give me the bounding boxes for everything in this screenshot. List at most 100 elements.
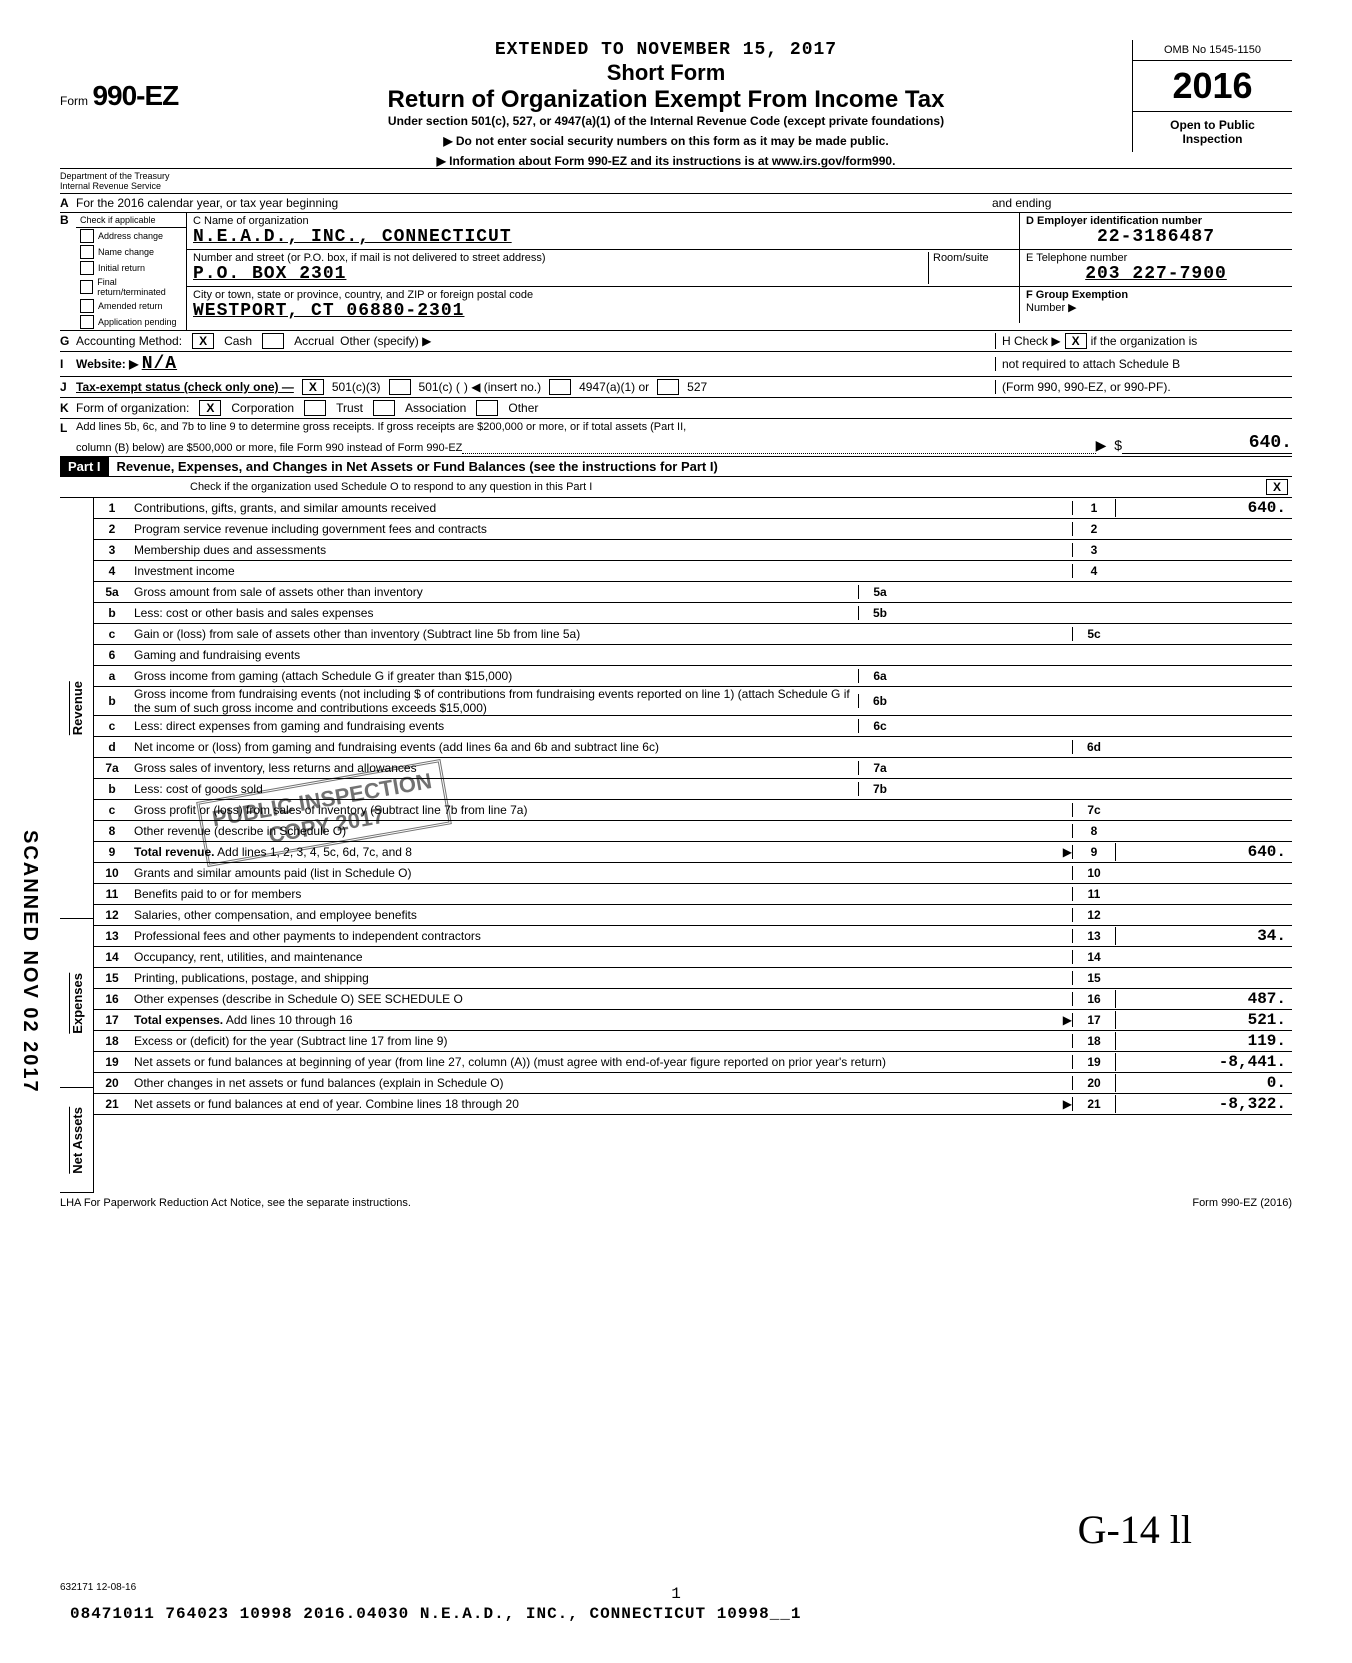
netassets-label: Net Assets bbox=[69, 1107, 85, 1174]
lines-container: 1Contributions, gifts, grants, and simil… bbox=[94, 498, 1292, 1193]
assoc-checkbox[interactable] bbox=[373, 400, 395, 416]
501c-label: 501(c) ( bbox=[419, 380, 460, 394]
part1-checkbox[interactable]: X bbox=[1266, 479, 1288, 495]
warning-1: ▶ Do not enter social security numbers o… bbox=[208, 134, 1124, 148]
mid-line-number: 5a bbox=[858, 585, 901, 599]
website-value: N/A bbox=[142, 354, 177, 374]
letter-k: K bbox=[60, 401, 76, 415]
line-description: Net assets or fund balances at end of ye… bbox=[130, 1097, 1072, 1111]
line-amount: 640. bbox=[1115, 843, 1292, 861]
check-applicable-box[interactable] bbox=[80, 280, 93, 294]
right-line-number: 16 bbox=[1072, 992, 1115, 1006]
line-description: Contributions, gifts, grants, and simila… bbox=[130, 501, 1072, 515]
line-number: 19 bbox=[94, 1055, 130, 1069]
other-label: Other (specify) ▶ bbox=[340, 334, 431, 348]
addr-label: Number and street (or P.O. box, if mail … bbox=[193, 252, 928, 264]
trust-checkbox[interactable] bbox=[304, 400, 326, 416]
table-row: cLess: direct expenses from gaming and f… bbox=[94, 716, 1292, 737]
line-number: 21 bbox=[94, 1097, 130, 1111]
table-row: 15Printing, publications, postage, and s… bbox=[94, 968, 1292, 989]
k-label: Form of organization: bbox=[76, 401, 189, 415]
table-row: 4Investment income4 bbox=[94, 561, 1292, 582]
check-applicable-box[interactable] bbox=[80, 315, 94, 329]
line-description: Other revenue (describe in Schedule O) bbox=[130, 824, 1072, 838]
room-label: Room/suite bbox=[933, 252, 1013, 264]
right-line-number: 7c bbox=[1072, 803, 1115, 817]
line-amount: 34. bbox=[1115, 927, 1292, 945]
h-checkbox[interactable]: X bbox=[1065, 333, 1087, 349]
cash-label: Cash bbox=[224, 334, 252, 348]
right-line-number: 10 bbox=[1072, 866, 1115, 880]
line-description: Gaming and fundraising events bbox=[130, 648, 1072, 662]
scanned-stamp: SCANNED NOV 02 2017 bbox=[18, 830, 41, 1094]
page-number: 1 bbox=[671, 1585, 681, 1603]
e-label: E Telephone number bbox=[1026, 252, 1286, 264]
table-row: bLess: cost or other basis and sales exp… bbox=[94, 603, 1292, 624]
accrual-checkbox[interactable] bbox=[262, 333, 284, 349]
line-number: 12 bbox=[94, 908, 130, 922]
check-applicable-box[interactable] bbox=[80, 245, 94, 259]
check-applicable-box[interactable] bbox=[80, 261, 94, 275]
assoc-label: Association bbox=[405, 401, 466, 415]
cash-checkbox[interactable]: X bbox=[192, 333, 214, 349]
table-row: bGross income from fundraising events (n… bbox=[94, 687, 1292, 716]
corp-checkbox[interactable]: X bbox=[199, 400, 221, 416]
line-description: Printing, publications, postage, and shi… bbox=[130, 971, 1072, 985]
line-number: b bbox=[94, 782, 130, 796]
d-label: D Employer identification number bbox=[1026, 215, 1286, 227]
line-c-name: C Name of organization N.E.A.D., INC., C… bbox=[187, 213, 1292, 250]
line-number: 2 bbox=[94, 522, 130, 536]
line-number: 1 bbox=[94, 501, 130, 515]
line-number: a bbox=[94, 669, 130, 683]
line-description: Program service revenue including govern… bbox=[130, 522, 1072, 536]
table-row: 21Net assets or fund balances at end of … bbox=[94, 1094, 1292, 1115]
letter-l: L bbox=[60, 421, 76, 454]
check-applicable-label: Amended return bbox=[98, 301, 163, 311]
other-org-checkbox[interactable] bbox=[476, 400, 498, 416]
dept-row: Department of the Treasury Internal Reve… bbox=[60, 169, 1292, 194]
line-number: 3 bbox=[94, 543, 130, 557]
check-if-label: Check if applicable bbox=[76, 213, 186, 228]
line-number: 16 bbox=[94, 992, 130, 1006]
letter-b: B bbox=[60, 213, 76, 330]
h-label1: H Check ▶ bbox=[1002, 334, 1061, 348]
right-line-number: 19 bbox=[1072, 1055, 1115, 1069]
check-applicable-box[interactable] bbox=[80, 299, 94, 313]
right-line-number: 14 bbox=[1072, 950, 1115, 964]
right-line-number: 17 bbox=[1072, 1013, 1115, 1027]
line-description: Other changes in net assets or fund bala… bbox=[130, 1076, 1072, 1090]
table-row: 16Other expenses (describe in Schedule O… bbox=[94, 989, 1292, 1010]
line-number: 18 bbox=[94, 1034, 130, 1048]
accrual-label: Accrual bbox=[294, 334, 334, 348]
501c-checkbox[interactable] bbox=[389, 379, 411, 395]
line-description: Gross amount from sale of assets other t… bbox=[130, 585, 858, 599]
row-l: L Add lines 5b, 6c, and 7b to line 9 to … bbox=[60, 419, 1292, 457]
extended-date: EXTENDED TO NOVEMBER 15, 2017 bbox=[208, 40, 1124, 60]
line-number: 9 bbox=[94, 845, 130, 859]
line-number: 7a bbox=[94, 761, 130, 775]
part1-title: Revenue, Expenses, and Changes in Net As… bbox=[109, 459, 718, 474]
arrow-icon: ▶ bbox=[1063, 845, 1072, 859]
line-description: Gross income from fundraising events (no… bbox=[130, 687, 858, 715]
dept-label: Department of the Treasury Internal Reve… bbox=[60, 169, 200, 193]
open-inspection: Open to Public Inspection bbox=[1132, 111, 1292, 152]
501c3-checkbox[interactable]: X bbox=[302, 379, 324, 395]
table-row: bLess: cost of goods sold7b bbox=[94, 779, 1292, 800]
527-checkbox[interactable] bbox=[657, 379, 679, 395]
header-right: OMB No 1545-1150 2016 Open to Public Ins… bbox=[1132, 40, 1292, 152]
arrow-icon: ▶ bbox=[1063, 1097, 1072, 1111]
right-line-number: 18 bbox=[1072, 1034, 1115, 1048]
line-number: 13 bbox=[94, 929, 130, 943]
line-description: Less: cost or other basis and sales expe… bbox=[130, 606, 858, 620]
4947-checkbox[interactable] bbox=[549, 379, 571, 395]
letter-j: J bbox=[60, 380, 76, 394]
check-applicable-box[interactable] bbox=[80, 229, 94, 243]
form-number: 990-EZ bbox=[92, 80, 178, 111]
h-label2: if the organization is bbox=[1091, 334, 1198, 348]
line-description: Salaries, other compensation, and employ… bbox=[130, 908, 1072, 922]
letter-i: I bbox=[60, 357, 76, 371]
part1-check-row: Check if the organization used Schedule … bbox=[60, 477, 1292, 498]
line-number: 20 bbox=[94, 1076, 130, 1090]
right-line-number: 9 bbox=[1072, 845, 1115, 859]
table-row: cGross profit or (loss) from sales of in… bbox=[94, 800, 1292, 821]
